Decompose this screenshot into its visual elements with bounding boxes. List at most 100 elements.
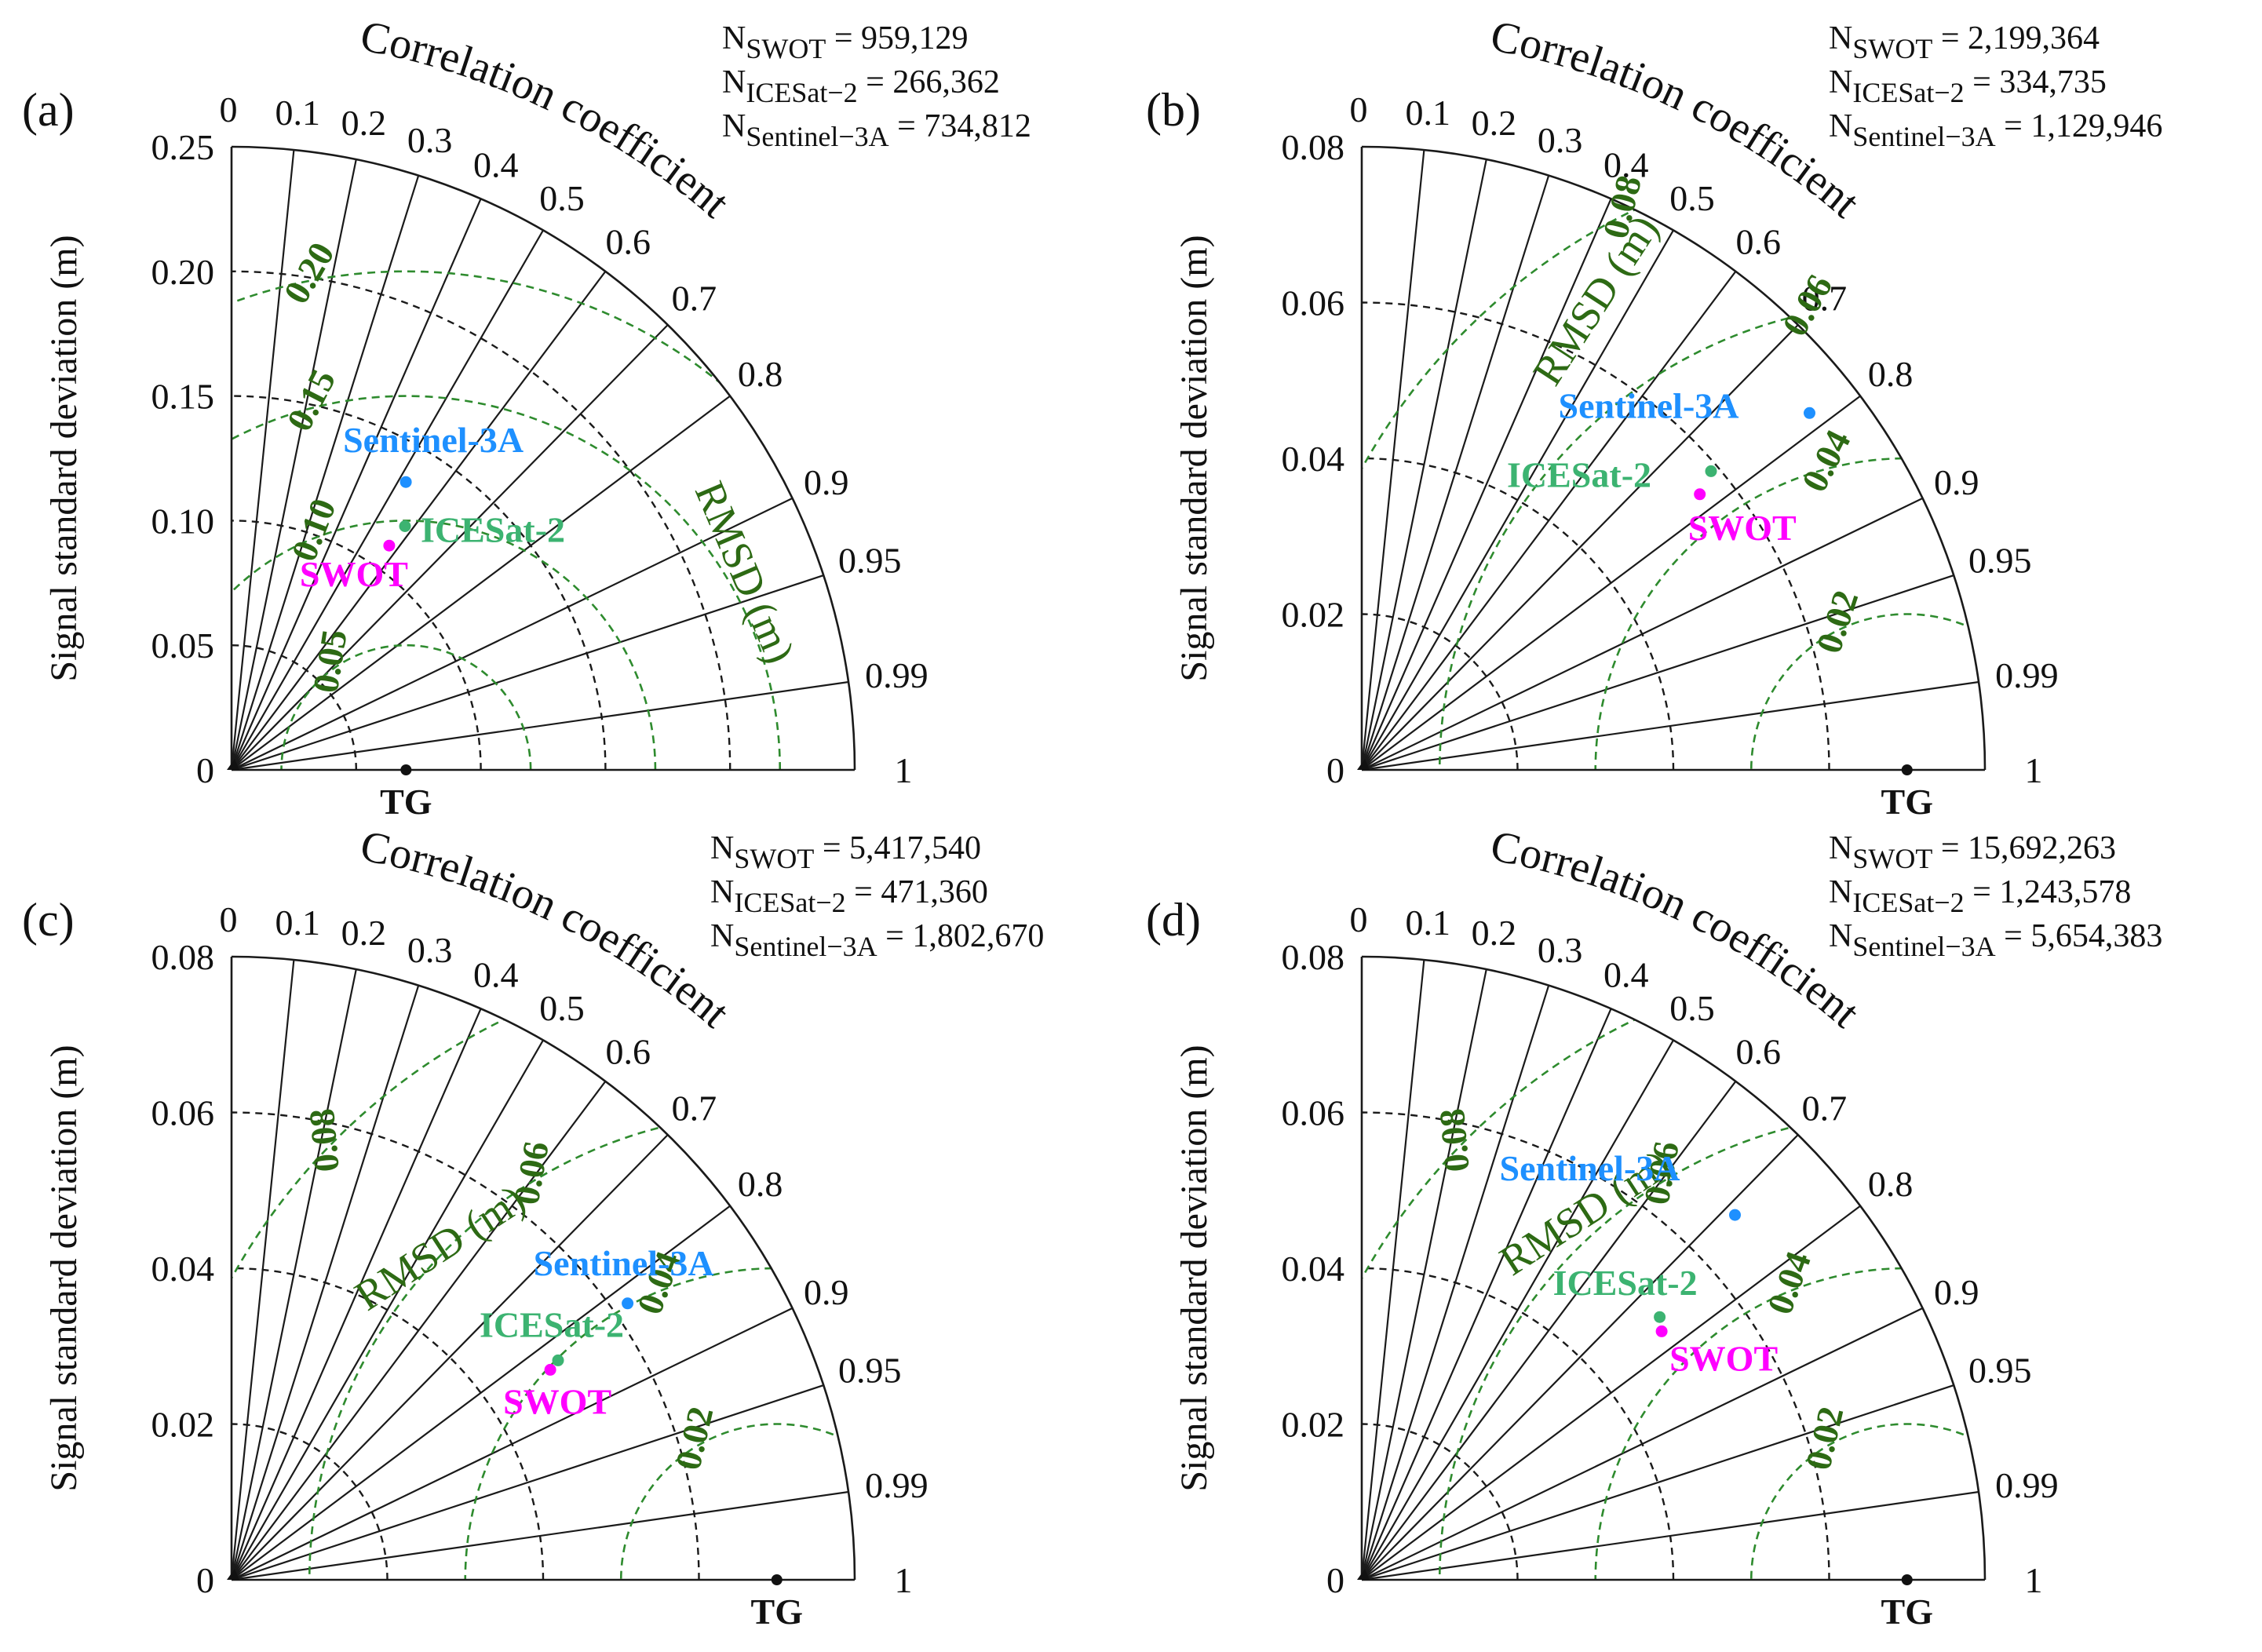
correlation-spoke [1361, 395, 1861, 771]
rmsd-arc [1749, 1423, 1985, 1580]
correlation-spoke [1361, 271, 1737, 771]
rmsd-tick-label: 0.15 [279, 363, 343, 437]
rmsd-tick-label: 0.02 [668, 1403, 721, 1474]
correlation-spoke [230, 175, 420, 771]
count-value: = 1,129,946 [1996, 108, 2163, 144]
std-tick-label: 0.20 [151, 252, 215, 292]
correlation-spoke [1361, 229, 1674, 771]
correlation-tick-label: 0.6 [1735, 221, 1781, 261]
correlation-spoke [231, 1039, 544, 1581]
std-tick-label: 0.04 [1282, 439, 1345, 479]
count-symbol: N [1829, 20, 1852, 57]
outer-arc [231, 145, 856, 771]
point-label-swot: SWOT [1669, 1338, 1778, 1378]
outer-arc [231, 955, 856, 1581]
sample-count: NSWOT = 5,417,540 [710, 830, 981, 874]
correlation-spoke [1361, 1134, 1799, 1581]
correlation-tick-label: 0.8 [738, 1164, 783, 1204]
correlation-tick-label: 0.6 [1735, 1031, 1781, 1071]
point-marker-swot [383, 539, 396, 552]
correlation-tick-label: 1 [895, 750, 913, 790]
correlation-tick-label: 0.3 [1538, 120, 1583, 160]
correlation-spoke [1361, 1384, 1954, 1581]
sample-count: NSentinel−3A = 1,802,670 [710, 918, 1044, 962]
count-subscript: Sentinel−3A [1852, 121, 1995, 152]
count-value: = 5,654,383 [1996, 918, 2163, 954]
count-subscript: ICESat−2 [1852, 887, 1964, 918]
correlation-tick-label: 0.4 [1603, 954, 1649, 994]
count-subscript: SWOT [1852, 843, 1932, 874]
correlation-spoke [1361, 324, 1799, 771]
correlation-tick-label: 0.95 [1968, 541, 2032, 581]
correlation-tick-label: 0.99 [1995, 655, 2059, 695]
correlation-tick-label: 0.4 [473, 954, 519, 994]
std-tick-label: 0 [196, 1560, 214, 1600]
std-tick-label: 0.02 [1282, 1405, 1345, 1445]
sample-count: NICESat−2 = 1,243,578 [1829, 874, 2131, 918]
correlation-spoke [231, 229, 544, 771]
correlation-tick-label: 0.99 [865, 1465, 929, 1505]
count-value: = 266,362 [858, 64, 1000, 100]
reference-marker [771, 1574, 783, 1585]
std-tick-label: 0 [196, 750, 214, 790]
correlation-tick-label: 0.9 [804, 1272, 849, 1312]
point-label-icesat-2: ICESat-2 [1553, 1263, 1698, 1303]
rmsd-tick-label: 0.08 [301, 1107, 347, 1174]
std-dev-arc [231, 644, 357, 771]
correlation-tick-label: 0.99 [865, 655, 929, 695]
correlation-tick-label: 0.8 [1868, 354, 1914, 394]
count-symbol: N [710, 918, 734, 954]
correlation-tick-label: 0.9 [1934, 462, 1979, 502]
std-tick-label: 0.25 [151, 127, 215, 167]
correlation-tick-label: 0.5 [539, 988, 585, 1028]
point-marker-icesat-2 [1654, 1311, 1666, 1323]
count-value: = 1,243,578 [1965, 874, 2132, 910]
correlation-tick-label: 0.2 [1472, 103, 1517, 143]
sample-count: NICESat−2 = 266,362 [722, 64, 1000, 108]
point-label-sentinel-3a: Sentinel-3A [1500, 1148, 1680, 1188]
std-tick-label: 0.08 [1282, 937, 1345, 977]
count-symbol: N [722, 20, 746, 57]
correlation-tick-label: 0.95 [1968, 1351, 2032, 1391]
correlation-tick-label: 0.1 [275, 903, 320, 943]
correlation-spoke [230, 198, 482, 771]
count-value: = 959,129 [826, 20, 968, 57]
std-tick-label: 0.08 [151, 937, 215, 977]
count-subscript: Sentinel−3A [746, 121, 888, 152]
correlation-tick-label: 0.3 [407, 930, 453, 970]
rmsd-tick-label: 0.02 [1808, 585, 1866, 658]
point-marker-icesat-2 [399, 520, 411, 532]
point-marker-sentinel-3a [1729, 1209, 1741, 1221]
count-subscript: SWOT [746, 33, 826, 64]
point-label-swot: SWOT [503, 1381, 611, 1421]
count-value: = 471,360 [846, 874, 988, 910]
count-symbol: N [722, 64, 746, 100]
origin-marker [1357, 1569, 1370, 1580]
taylor-panel-b: 0 0.02 0.04 0.06 0.08 Signal standard deviati… [1146, 12, 2163, 822]
correlation-tick-label: 0.7 [1802, 1089, 1848, 1129]
correlation-tick-label: 0.8 [738, 354, 783, 394]
correlation-spoke [230, 159, 357, 771]
origin-marker [227, 1569, 239, 1580]
count-symbol: N [710, 830, 734, 866]
rmsd-arc [1749, 613, 1985, 770]
point-label-swot: SWOT [300, 554, 408, 594]
correlation-tick-label: 0.8 [1868, 1164, 1914, 1204]
correlation-tick-label: 0.3 [1538, 930, 1583, 970]
correlation-spoke [1361, 574, 1954, 771]
std-tick-label: 0.05 [151, 625, 215, 666]
outer-arc [1361, 145, 1987, 771]
correlation-tick-label: 0.6 [605, 221, 651, 261]
point-marker-icesat-2 [1705, 465, 1717, 477]
sample-count: NSWOT = 959,129 [722, 20, 969, 64]
rmsd-arc [619, 1423, 855, 1580]
correlation-spoke [230, 968, 357, 1581]
count-value: = 334,735 [1965, 64, 2107, 100]
correlation-tick-label: 0.2 [341, 913, 387, 953]
correlation-tick-label: 1 [2025, 750, 2043, 790]
correlation-spoke [231, 324, 669, 771]
std-dev-arc [1361, 301, 1830, 771]
std-tick-label: 0 [1326, 750, 1344, 790]
